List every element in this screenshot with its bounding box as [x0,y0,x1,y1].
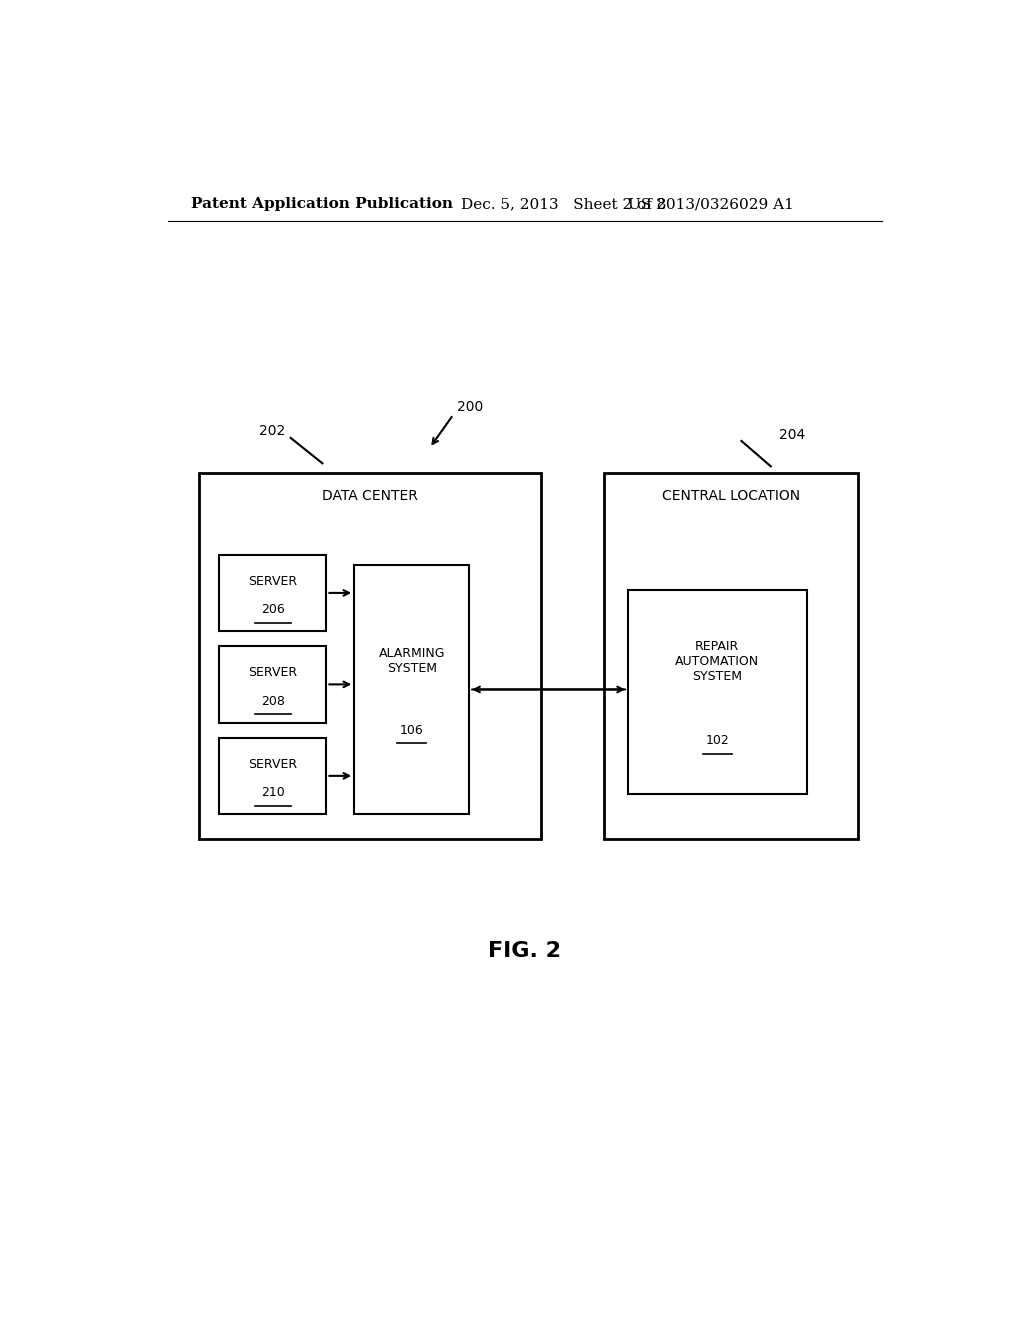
Text: 208: 208 [261,694,285,708]
Text: 106: 106 [399,723,424,737]
Text: 102: 102 [706,734,729,747]
Text: SERVER: SERVER [248,576,297,587]
Text: FIG. 2: FIG. 2 [488,941,561,961]
Text: US 2013/0326029 A1: US 2013/0326029 A1 [628,197,794,211]
Text: SERVER: SERVER [248,758,297,771]
Text: Patent Application Publication: Patent Application Publication [191,197,454,211]
Bar [219,647,327,722]
Bar [628,590,807,793]
Bar [354,565,469,814]
Text: 206: 206 [261,603,285,616]
Text: 204: 204 [778,428,805,442]
Text: 202: 202 [259,424,285,438]
Text: CENTRAL LOCATION: CENTRAL LOCATION [663,488,800,503]
Text: Dec. 5, 2013   Sheet 2 of 8: Dec. 5, 2013 Sheet 2 of 8 [461,197,667,211]
Bar [200,474,541,840]
Text: ALARMING
SYSTEM: ALARMING SYSTEM [379,647,445,675]
Text: 210: 210 [261,787,285,799]
Text: REPAIR
AUTOMATION
SYSTEM: REPAIR AUTOMATION SYSTEM [675,640,760,682]
Bar [219,554,327,631]
Text: 200: 200 [458,400,483,414]
Text: SERVER: SERVER [248,667,297,680]
Bar [219,738,327,814]
Bar [604,474,858,840]
Text: DATA CENTER: DATA CENTER [323,488,418,503]
